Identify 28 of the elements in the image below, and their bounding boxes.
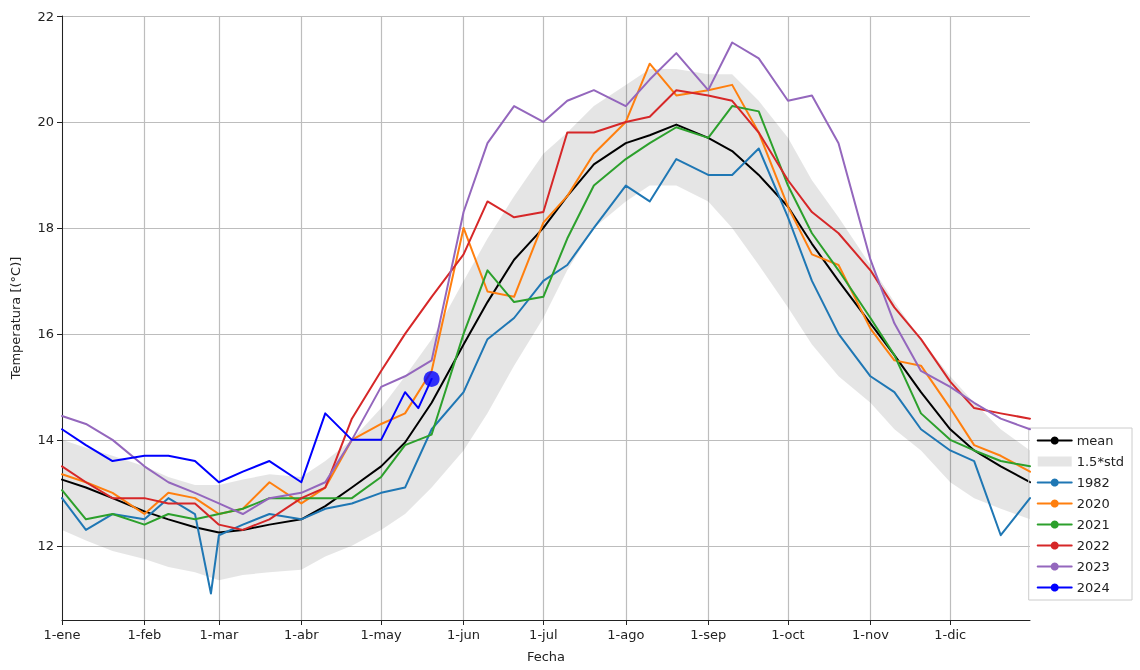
x-tick-label: 1-feb bbox=[127, 627, 162, 642]
x-tick-label: 1-sep bbox=[690, 627, 727, 642]
text: 1.5*std bbox=[1076, 454, 1124, 469]
y-tick-label: 14 bbox=[37, 432, 54, 448]
y-tick-label: 22 bbox=[37, 8, 54, 24]
legend-label: 2020 bbox=[1076, 496, 1110, 511]
x-tick-label: 1-may bbox=[360, 627, 403, 642]
x-tick-label: 1-jul bbox=[529, 627, 558, 642]
x-tick-label: 1-jun bbox=[447, 627, 481, 642]
x-tick-label: 1-ene bbox=[43, 627, 81, 642]
legend-label: 2024 bbox=[1076, 580, 1110, 595]
y-tick-label: 16 bbox=[37, 326, 54, 342]
y-tick-label: 20 bbox=[37, 114, 54, 130]
legend-label: 2021 bbox=[1076, 517, 1110, 532]
x-tick-label: 1-mar bbox=[199, 627, 240, 642]
y-tick-label: 12 bbox=[37, 538, 54, 554]
x-axis-title: Fecha bbox=[526, 649, 566, 664]
x-tick-label: 1-oct bbox=[771, 627, 805, 642]
y-tick-label: 18 bbox=[37, 220, 54, 236]
legend-label: 2023 bbox=[1076, 559, 1110, 574]
legend-label: 1982 bbox=[1076, 475, 1110, 490]
legend-label: mean bbox=[1076, 433, 1114, 448]
x-tick-label: 1-ago bbox=[607, 627, 645, 642]
y-axis-title: Temperatura [(°C)] bbox=[8, 256, 23, 381]
legend-label: 2022 bbox=[1076, 538, 1110, 553]
x-tick-label: 1-nov bbox=[852, 627, 890, 642]
x-tick-label: 1-dic bbox=[934, 627, 967, 642]
x-tick-label: 1-abr bbox=[284, 627, 320, 642]
